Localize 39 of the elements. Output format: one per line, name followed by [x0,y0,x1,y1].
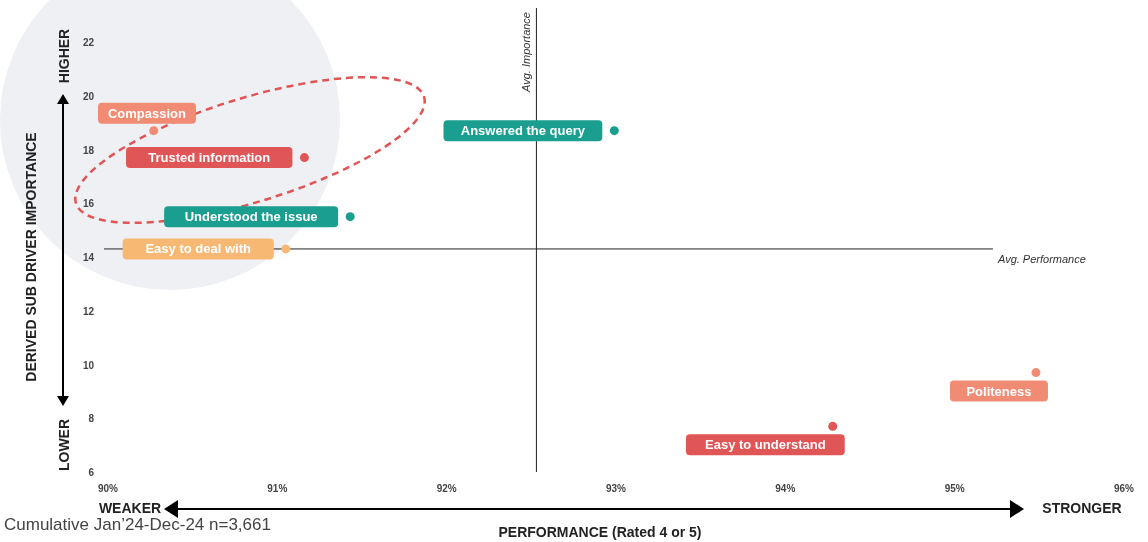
x-tick-label: 95% [944,483,965,494]
y-tick-label: 14 [82,252,95,263]
text: Easy to deal with [145,241,251,257]
y-tick-label: 16 [82,198,95,210]
text: HIGHER [56,28,72,84]
x-tick-label: 96% [1113,483,1135,494]
x-tick-label: 93% [605,483,627,494]
x-axis-title: PERFORMANCE (Rated 4 or 5) [498,524,702,540]
text: WEAKER [98,500,162,516]
text: STRONGER [1042,500,1122,516]
point [609,126,619,136]
y-tick-label: 22 [82,37,95,48]
point [299,153,309,163]
text: Trusted information [148,150,271,166]
ref-line-label: Avg. Performance [997,252,1086,265]
text: Understood the issue [184,209,318,225]
x-tick-label: 91% [267,483,288,494]
x-tick-label: 94% [775,483,796,494]
y-axis-title: DERIVED SUB DRIVER IMPORTANCE [23,132,39,382]
y-tick-label: 6 [88,467,95,478]
x-tick-label: 92% [436,483,457,494]
point [828,421,838,431]
point [345,212,355,222]
series-label: Politeness [966,383,1032,399]
y-tick-label: 10 [82,359,95,371]
y-tick-label: 8 [88,413,95,425]
y-tick-label: 18 [82,144,95,156]
x-tick-label: 90% [97,483,119,494]
text: LOWER [56,418,72,472]
ref-line-label: Avg. Importance [520,12,533,93]
text: Cumulative Jan’24-Dec-24 n=3,661 [4,515,271,534]
point [281,244,291,254]
y-tick-label: 12 [82,305,95,317]
series-label: Easy to understand [705,437,826,453]
point [149,126,159,136]
series-label: Compassion [107,105,187,121]
point [1031,368,1041,378]
series-label: Answered the query [460,123,586,139]
y-tick-label: 20 [82,90,95,102]
